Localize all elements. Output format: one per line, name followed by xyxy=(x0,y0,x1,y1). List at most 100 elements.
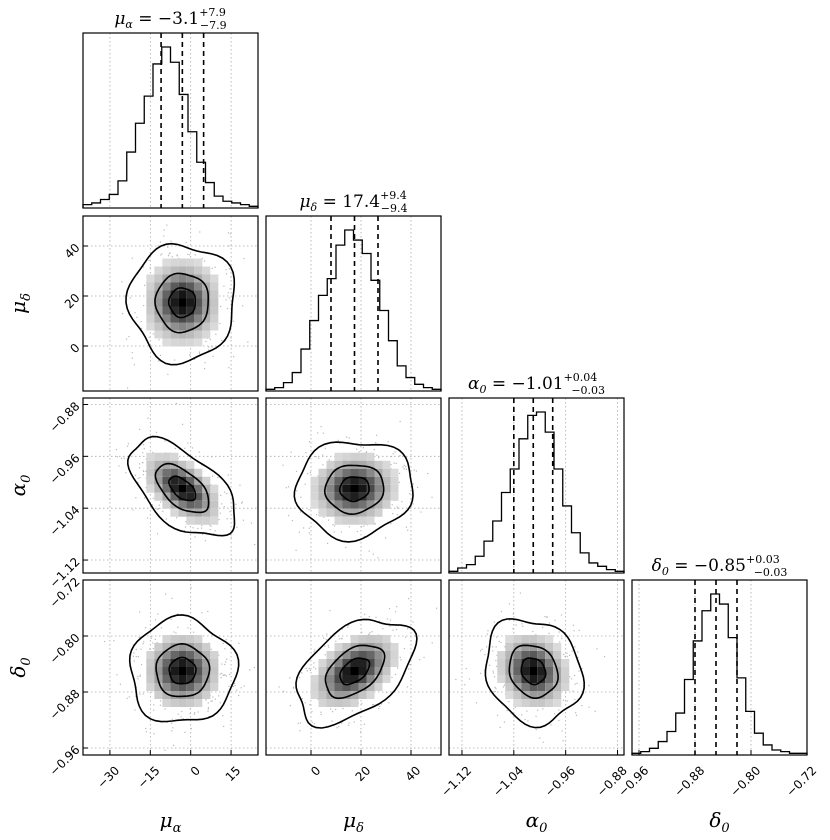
pair-0-3-density-cell xyxy=(162,635,171,643)
pair-0-3-density-cell xyxy=(202,675,211,683)
pair-0-1-density-cell xyxy=(146,274,155,283)
pair-2-3-point xyxy=(578,629,580,631)
pair-2-3-point xyxy=(573,674,576,677)
pair-2-3-density-cell xyxy=(529,667,538,675)
pair-0-3-point xyxy=(197,711,199,713)
pair-1-2-density-cell xyxy=(366,500,375,509)
pair-0-2-density-cell xyxy=(186,500,195,509)
pair-1-2-density-cell xyxy=(326,460,335,469)
pair-0-1-density-cell xyxy=(186,274,195,283)
pair-1-3-point xyxy=(353,721,355,723)
pair-1-3-point xyxy=(410,654,412,656)
pair-0-3-point xyxy=(142,693,144,695)
pair-1-2-density-cell xyxy=(334,500,343,509)
pair-0-2-point xyxy=(134,474,136,476)
pair-1-3-density-cell xyxy=(342,667,351,675)
pair-1-3-point xyxy=(399,656,401,659)
pair-2-3-density-cell xyxy=(537,683,546,691)
pair-0-3-density-cell xyxy=(170,691,179,699)
pair-2-3-density-cell xyxy=(521,643,530,651)
pair-0-3-density-cell xyxy=(194,683,203,691)
pair-0-1-point xyxy=(140,320,142,323)
pair-2-3-point xyxy=(521,714,523,716)
pair-0-2-density-cell xyxy=(210,508,219,517)
pair-2-3-point xyxy=(588,684,590,687)
pair-0-1-density-cell xyxy=(210,274,219,283)
pair-2-3-point xyxy=(484,653,486,656)
pair-0-2-point xyxy=(142,452,144,454)
pair-2-3-density-cell xyxy=(505,635,514,643)
hist-3-title-part-0: δ xyxy=(652,556,662,576)
pair-1-2-point xyxy=(333,531,335,533)
pair-0-1-point xyxy=(110,199,111,200)
pair-0-3-point xyxy=(218,654,220,656)
pair-1-2-density-cell xyxy=(358,476,367,485)
pair-1-3-density-cell xyxy=(334,691,343,699)
xlabel-3-subscript: 0 xyxy=(721,821,729,836)
pair-1-3-point xyxy=(282,690,285,693)
pair-0-2-density-cell xyxy=(194,492,203,501)
pair-2-3-density-cell xyxy=(537,691,546,699)
pair-0-3-point xyxy=(153,709,155,711)
pair-2-3-density-cell xyxy=(545,643,554,651)
pair-0-3-point xyxy=(137,678,139,680)
pair-1-2-point xyxy=(401,501,403,503)
pair-0-2-point xyxy=(155,431,158,433)
pair-0-1-point xyxy=(229,288,231,290)
pair-0-3-point xyxy=(210,648,212,650)
pair-1-3-density-cell xyxy=(318,659,327,667)
pair-0-3-point xyxy=(226,658,228,660)
pair-1-3-point xyxy=(289,705,291,707)
pair-0-3-point xyxy=(177,626,179,628)
pair-0-2-point xyxy=(187,442,189,444)
pair-1-2-density-cell xyxy=(350,484,359,493)
pair-0-1-point xyxy=(232,320,234,322)
pair-0-1-density-cell xyxy=(154,282,163,291)
pair-0-2-point xyxy=(201,464,203,466)
pair-1-3-point xyxy=(406,686,408,688)
pair-1-2-point xyxy=(403,464,405,466)
pair-1-2-point xyxy=(390,455,393,458)
pair-0-1-point xyxy=(176,254,178,256)
pair-0-2-point xyxy=(241,502,243,504)
pair-0-3-point xyxy=(193,713,195,715)
pair-2-3-point xyxy=(480,672,482,674)
pair-1-2-point xyxy=(346,436,348,438)
pair-0-3-point xyxy=(187,627,189,629)
ylabel-1-symbol: μ xyxy=(6,301,30,314)
pair-1-2-point xyxy=(308,532,310,534)
xlabel-0-symbol: μ xyxy=(160,808,173,832)
pair-0-3-point xyxy=(234,684,236,687)
pair-0-1-density-cell xyxy=(194,338,203,347)
pair-0-1-density-cell xyxy=(186,322,195,331)
pair-1-2-density-cell xyxy=(318,484,327,493)
pair-1-2-point xyxy=(360,526,363,528)
pair-1-3-density-cell xyxy=(334,699,343,707)
pair-1-3-density-cell xyxy=(382,667,391,675)
pair-0-1-density-cell xyxy=(194,290,203,299)
pair-0-1-point xyxy=(129,297,131,299)
pair-1-2-point xyxy=(334,525,336,527)
pair-0-3-density-cell xyxy=(170,675,179,683)
pair-2-3-point xyxy=(492,646,494,648)
pair-0-2-density-cell xyxy=(154,468,163,477)
pair-0-1-density-cell xyxy=(202,306,211,315)
pair-0-3-point xyxy=(145,627,147,629)
pair-0-2-density-cell xyxy=(146,452,155,461)
pair-0-2-point xyxy=(250,522,252,524)
pair-0-2-point xyxy=(139,428,141,431)
pair-1-2-density-cell xyxy=(342,468,351,477)
pair-1-2-point xyxy=(315,456,317,458)
pair-1-3-density-cell xyxy=(374,667,383,675)
pair-2-3-density-cell xyxy=(553,659,562,667)
pair-0-1-density-cell xyxy=(210,314,219,323)
pair-1-3-point xyxy=(342,707,344,710)
pair-0-1-point xyxy=(169,252,171,254)
pair-2-3-point xyxy=(542,626,544,628)
pair-2-3-point xyxy=(594,710,596,712)
pair-0-1-point xyxy=(189,354,191,356)
pair-1-3-density-cell xyxy=(374,659,383,667)
pair-0-1-density-cell xyxy=(154,274,163,283)
hist-3-title-part-1: 0 xyxy=(662,565,669,578)
pair-0-3-point xyxy=(207,710,209,712)
